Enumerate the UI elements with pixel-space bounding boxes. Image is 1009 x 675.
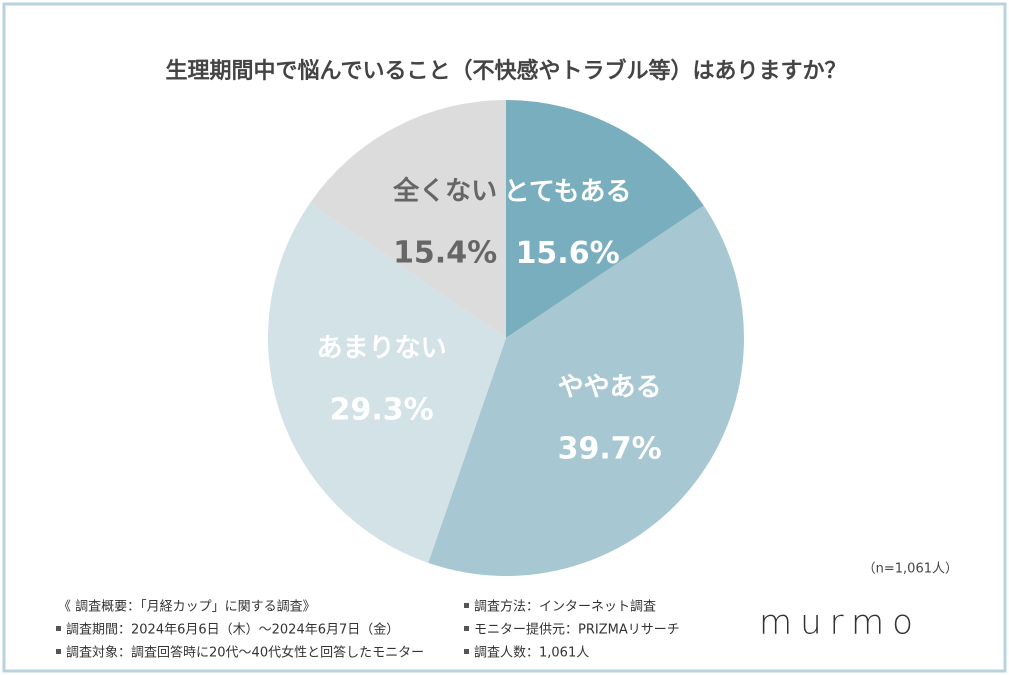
pie-slice [506,100,704,338]
value-label: 15.4% [393,236,497,271]
bullet [464,626,469,631]
footer-note: 調査人数：1,061人 [474,646,589,661]
chart-title: 生理期間中で悩んでいること（不快感やトラブル等）はありますか？ [166,58,847,84]
pie-slice [267,202,506,563]
footer-note: 調査方法：インターネット調査 [474,599,656,615]
footer-note: モニター提供元：PRIZMAリサーチ [474,622,680,638]
bullet [56,649,61,654]
slice-label: とてもある [504,177,632,207]
value-label: 39.7% [558,431,662,466]
footer-heading: 《 調査概要：「月経カップ」に関する調査》 [58,600,316,615]
pie-slice [428,205,744,576]
footer-note: 調査期間：2024年6月6日（木）〜2024年6月7日（金） [66,622,399,638]
slice-label: 全くない [392,176,497,207]
bullet [464,603,469,608]
pie: とてもある 15.6% ややある 39.7% あまりない 29.3% 全くない 15.4% [267,100,744,576]
value-label: 15.6% [516,236,620,271]
footer-note: 調査対象：調査回答時に20代〜40代女性と回答したモニター [66,645,424,661]
pie-slice [309,100,506,338]
slice-label: ややある [558,372,662,402]
slice-label: あまりない [317,333,447,363]
bullet [464,649,469,654]
brand-logo: murmo [759,603,921,643]
bullet [56,626,61,631]
sample-size: （n=1,061人） [863,562,958,577]
value-label: 29.3% [330,392,434,427]
